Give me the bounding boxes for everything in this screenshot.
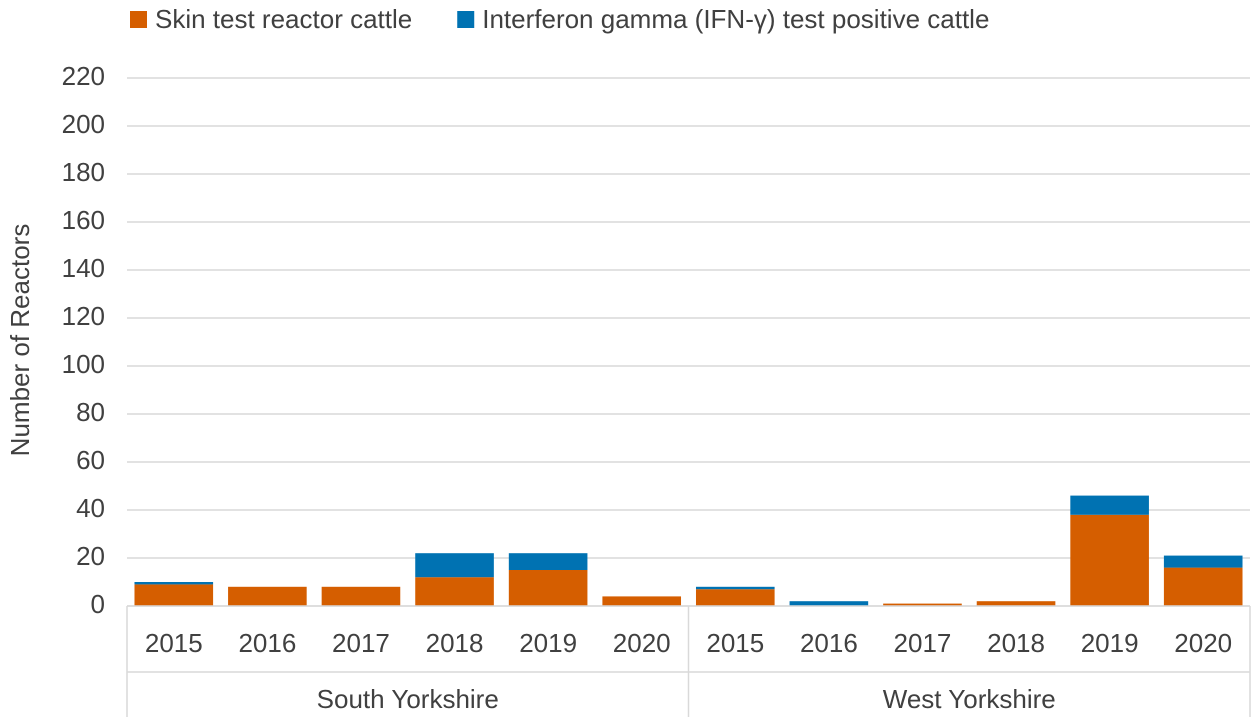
- bar-segment: [508, 553, 588, 570]
- x-tick-label: 2020: [1174, 628, 1232, 658]
- bar-segment: [1070, 514, 1149, 606]
- bar-segment: [415, 577, 494, 606]
- x-tick-label: 2016: [238, 628, 296, 658]
- group-label: South Yorkshire: [317, 684, 499, 714]
- bar-segment: [602, 596, 682, 606]
- x-tick-label: 2019: [519, 628, 577, 658]
- legend-label: Interferon gamma (IFN-γ) test positive c…: [482, 4, 989, 34]
- bar-segment: [228, 586, 307, 606]
- y-tick-label: 180: [62, 157, 105, 187]
- legend-swatch: [457, 11, 475, 28]
- y-tick-label: 220: [62, 61, 105, 91]
- bar-segment: [508, 570, 588, 606]
- bar-segment: [1070, 495, 1149, 515]
- bar-segment: [415, 553, 494, 578]
- legend-label: Skin test reactor cattle: [155, 4, 412, 34]
- bar-segment: [789, 601, 869, 606]
- y-axis-label: Number of Reactors: [5, 224, 35, 457]
- x-tick-label: 2016: [800, 628, 858, 658]
- bar-segment: [1163, 567, 1243, 606]
- y-tick-label: 20: [76, 541, 105, 571]
- y-tick-label: 60: [76, 445, 105, 475]
- y-tick-label: 200: [62, 109, 105, 139]
- x-tick-label: 2018: [426, 628, 484, 658]
- y-tick-label: 80: [76, 397, 105, 427]
- x-tick-label: 2019: [1081, 628, 1139, 658]
- x-tick-label: 2015: [145, 628, 203, 658]
- legend-swatch: [130, 11, 147, 28]
- bar-segment: [134, 582, 214, 585]
- bar-segment: [1163, 555, 1243, 568]
- bar-segment: [695, 586, 775, 590]
- bar-segment: [321, 586, 401, 606]
- x-tick-label: 2018: [987, 628, 1045, 658]
- y-tick-label: 140: [62, 253, 105, 283]
- y-tick-label: 0: [91, 589, 105, 619]
- x-tick-label: 2017: [894, 628, 952, 658]
- y-tick-label: 120: [62, 301, 105, 331]
- x-tick-label: 2017: [332, 628, 390, 658]
- bar-segment: [695, 589, 775, 606]
- bar-segment: [883, 603, 962, 606]
- bar-segment: [134, 584, 214, 606]
- x-tick-label: 2015: [706, 628, 764, 658]
- y-tick-label: 160: [62, 205, 105, 235]
- x-tick-label: 2020: [613, 628, 671, 658]
- bar-segment: [976, 601, 1056, 606]
- y-tick-label: 100: [62, 349, 105, 379]
- y-tick-label: 40: [76, 493, 105, 523]
- group-label: West Yorkshire: [883, 684, 1056, 714]
